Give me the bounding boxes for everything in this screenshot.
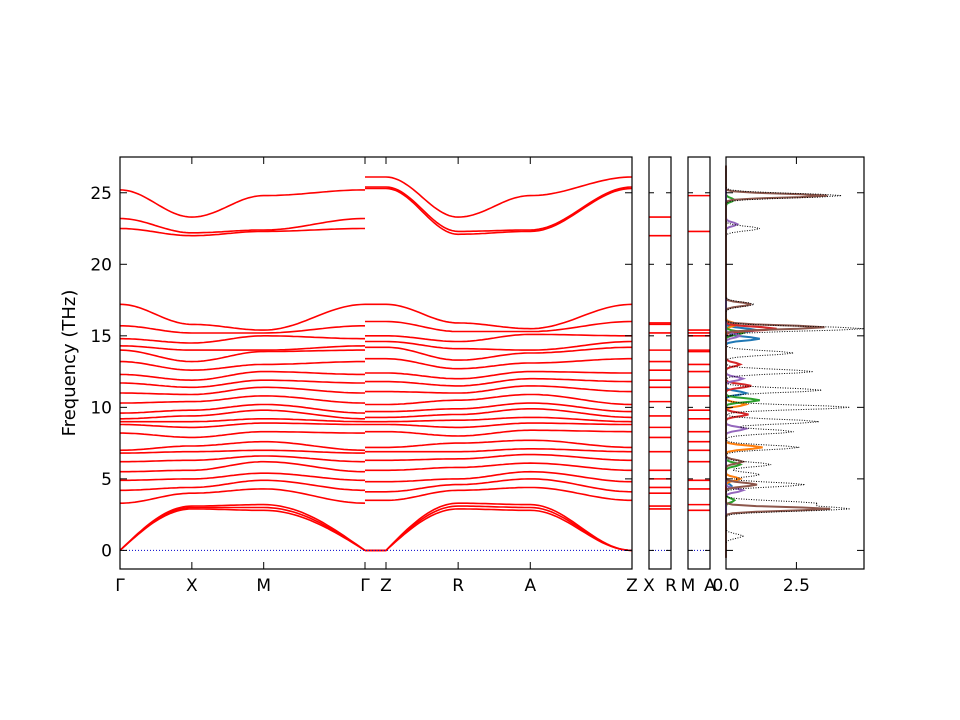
band-line-27-left xyxy=(119,189,365,218)
band-line-2-right xyxy=(365,502,633,552)
band-line-8-left xyxy=(120,449,365,454)
x-tick-label: X xyxy=(186,576,198,596)
band-line-11-left xyxy=(120,422,365,429)
band-line-8-right xyxy=(365,448,632,453)
band-line-25-left xyxy=(119,227,365,237)
band-line-21-left xyxy=(119,345,366,351)
dos-x-ticks: 0.0 2.5 xyxy=(712,157,810,596)
band-line-10-left xyxy=(120,430,365,439)
band-line-18-right xyxy=(365,370,632,380)
band-line-1-right xyxy=(365,505,633,552)
band-line-15-left xyxy=(119,395,366,404)
band-line-12-right xyxy=(365,416,633,423)
band-line-26-left xyxy=(119,217,366,234)
dos-x-tick-label: 2.5 xyxy=(783,576,810,596)
y-tick-label: 5 xyxy=(101,470,112,490)
band-line-13-right xyxy=(365,408,633,419)
band-line-14-right xyxy=(365,402,632,413)
band-line-9-left xyxy=(119,440,366,452)
band-line-18-left xyxy=(119,370,365,382)
xr-x-tick-label: X xyxy=(643,576,655,596)
band-line-3-left xyxy=(120,488,366,504)
y-tick-label: 10 xyxy=(90,398,112,418)
band-line-22-right xyxy=(365,333,632,343)
band-line-17-right xyxy=(365,377,632,387)
xr-band-lines xyxy=(649,216,671,551)
band-line-10-right xyxy=(365,429,632,437)
band-line-24-left xyxy=(119,303,366,331)
band-line-19-right xyxy=(365,357,632,370)
y-axis-ticks: 0 5 10 15 20 25 xyxy=(90,184,632,561)
y-axis-label: Frequency (THz) xyxy=(59,290,80,437)
ma-frame xyxy=(687,156,711,570)
band-line-0-left xyxy=(119,508,366,552)
band-line-24-right xyxy=(365,303,633,330)
band-lines xyxy=(119,176,633,552)
ma-x-tick-label: M xyxy=(681,576,696,596)
band-line-26-right xyxy=(365,186,633,233)
band-line-20-right xyxy=(365,346,632,361)
x-tick-label: Γ xyxy=(360,576,370,596)
band-line-21-right xyxy=(365,340,633,351)
band-line-20-left xyxy=(119,349,365,363)
band-line-15-right xyxy=(365,393,633,406)
xr-frame xyxy=(648,156,672,570)
band-line-7-left xyxy=(120,455,365,463)
band-frame xyxy=(119,156,633,570)
ma-band-lines xyxy=(688,194,710,551)
band-line-7-right xyxy=(365,453,632,462)
x-tick-label: Z xyxy=(380,576,392,596)
band-line-16-right xyxy=(365,385,632,394)
band-line-16-left xyxy=(120,386,365,396)
dos-x-tick-label: 0.0 xyxy=(712,576,739,596)
band-line-4-right xyxy=(365,478,633,493)
dos-y-ticks xyxy=(726,192,864,551)
dos-panel: 0.0 2.5 xyxy=(712,156,865,596)
band-line-6-right xyxy=(365,462,632,472)
x-tick-label: Z xyxy=(626,576,638,596)
band-line-23-left xyxy=(120,325,365,334)
band-line-25-right xyxy=(365,187,633,236)
x-tick-label: Γ xyxy=(115,576,125,596)
dos-curves xyxy=(725,165,865,558)
x-tick-label: M xyxy=(256,576,271,596)
band-line-5-right xyxy=(365,470,632,483)
band-line-2-left xyxy=(119,503,366,552)
band-line-11-right xyxy=(365,422,632,429)
band-line-5-left xyxy=(120,472,365,482)
ma-x-tick-label: A xyxy=(704,576,716,596)
band-line-3-right xyxy=(365,486,632,502)
y-tick-label: 15 xyxy=(90,327,112,347)
band-line-13-left xyxy=(120,409,365,420)
band-line-17-left xyxy=(120,379,365,389)
band-line-6-left xyxy=(120,460,365,473)
band-line-0-right xyxy=(365,508,633,552)
band-line-1-left xyxy=(119,506,366,552)
y-tick-label: 20 xyxy=(90,255,112,275)
band-line-19-left xyxy=(120,360,365,372)
x-tick-label: R xyxy=(452,576,464,596)
band-line-23-right xyxy=(365,320,633,333)
band-line-9-right xyxy=(365,439,632,449)
band-line-12-left xyxy=(120,418,366,423)
y-tick-label: 0 xyxy=(101,541,112,561)
y-tick-label: 25 xyxy=(90,184,112,204)
band-line-22-left xyxy=(120,335,365,344)
dos-frame xyxy=(725,156,865,570)
xr-x-tick-label: R xyxy=(665,576,677,596)
band-line-27-right xyxy=(365,176,633,218)
band-line-4-left xyxy=(120,479,365,492)
x-tick-label: A xyxy=(524,576,536,596)
dos-total-curve xyxy=(725,165,865,558)
band-line-14-left xyxy=(120,403,366,414)
